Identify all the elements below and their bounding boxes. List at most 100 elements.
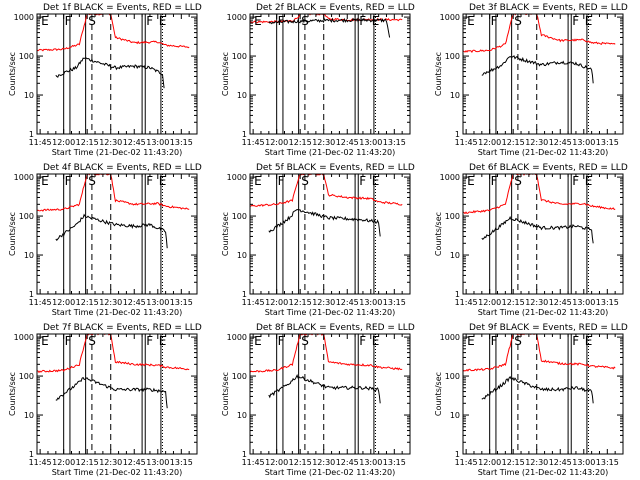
plot-frame	[249, 333, 411, 455]
marker-label-e: E	[372, 174, 380, 188]
panel-title-suffix: BLACK = Events, RED = LLD	[284, 163, 415, 173]
y-tick-label: 10	[450, 91, 460, 100]
y-tick-label: 10	[237, 91, 247, 100]
y-tick-label: 100	[445, 372, 460, 381]
panel-title: Det 5f BLACK = Events, RED = LLD	[256, 163, 415, 173]
x-tick-label: 12:15	[502, 458, 525, 467]
y-axis-label: Counts/sec	[8, 372, 17, 416]
guide-lines	[63, 334, 163, 454]
marker-label-f: F	[359, 14, 366, 28]
marker-label-e: E	[159, 334, 167, 348]
marker-label-f: F	[491, 14, 498, 28]
marker-label-f: F	[278, 174, 285, 188]
x-tick-label: 11:45	[242, 458, 265, 467]
panel-title-suffix: BLACK = Events, RED = LLD	[497, 3, 628, 13]
panel-title-det: Det 5f	[256, 163, 285, 173]
x-tick-label: 13:15	[170, 138, 193, 147]
panel-title-suffix: BLACK = Events, RED = LLD	[497, 323, 628, 333]
marker-label-f: F	[65, 334, 72, 348]
x-tick-label: 12:45	[549, 138, 572, 147]
y-axis-label: Counts/sec	[434, 372, 443, 416]
marker-label-f: F	[572, 334, 579, 348]
plot-frame	[249, 173, 411, 295]
y-tick-label: 1	[455, 130, 460, 139]
events-series-line	[268, 208, 381, 237]
x-tick-label: 12:15	[289, 458, 312, 467]
panel-title-det: Det 9f	[469, 323, 498, 333]
y-axis-label: Counts/sec	[434, 52, 443, 96]
x-tick-label: 11:45	[29, 458, 52, 467]
panel-title-suffix: BLACK = Events, RED = LLD	[284, 323, 415, 333]
x-tick-label: 13:15	[170, 458, 193, 467]
marker-label-f: F	[491, 334, 498, 348]
events-series-line	[55, 57, 165, 89]
marker-label-e: E	[585, 174, 593, 188]
y-tick-label: 1	[242, 450, 247, 459]
marker-label-e: E	[41, 14, 49, 28]
marker-label-f: F	[65, 174, 72, 188]
x-tick-label: 12:30	[312, 298, 335, 307]
y-tick-label: 100	[19, 212, 34, 221]
events-series-line	[268, 17, 391, 38]
plot-frame	[462, 13, 624, 135]
detector-panel-8: Det 8f BLACK = Events, RED = LLD 1 10 100 10…	[221, 323, 415, 477]
x-tick-label: 13:00	[572, 298, 595, 307]
lld-series-line	[463, 14, 616, 53]
marker-label-f: F	[146, 14, 153, 28]
y-tick-label: 100	[445, 52, 460, 61]
x-axis-label: Start Time (21-Dec-02 11:43:20)	[52, 468, 183, 477]
panel-title-det: Det 8f	[256, 323, 285, 333]
x-tick-label: 13:00	[572, 138, 595, 147]
marker-label-s: S	[301, 14, 309, 28]
x-tick-label: 13:00	[359, 298, 382, 307]
x-tick-label: 13:00	[146, 138, 169, 147]
x-tick-label: 12:30	[99, 138, 122, 147]
x-tick-label: 11:45	[29, 138, 52, 147]
y-axis-label: Counts/sec	[8, 212, 17, 256]
x-axis-label: Start Time (21-Dec-02 11:43:20)	[478, 468, 609, 477]
panel-title-suffix: BLACK = Events, RED = LLD	[71, 163, 202, 173]
y-tick-label: 100	[19, 372, 34, 381]
guide-lines	[489, 334, 589, 454]
x-tick-label: 12:45	[549, 298, 572, 307]
y-tick-label: 10	[450, 411, 460, 420]
guide-lines	[489, 14, 589, 134]
y-tick-label: 1000	[440, 333, 460, 342]
x-tick-label: 11:45	[455, 138, 478, 147]
detector-panel-5: Det 5f BLACK = Events, RED = LLD 1 10 100 10…	[221, 163, 415, 317]
marker-label-s: S	[514, 14, 522, 28]
marker-label-f: F	[146, 174, 153, 188]
detector-panel-1: Det 1f BLACK = Events, RED = LLD 1 10 100 10…	[8, 3, 202, 157]
x-tick-label: 12:00	[478, 138, 501, 147]
plot-frame	[462, 173, 624, 295]
y-tick-label: 1	[242, 290, 247, 299]
panel-title: Det 1f BLACK = Events, RED = LLD	[43, 3, 202, 13]
guide-lines	[276, 174, 376, 294]
y-tick-label: 10	[237, 251, 247, 260]
panel-title: Det 2f BLACK = Events, RED = LLD	[256, 3, 415, 13]
detector-panel-4: Det 4f BLACK = Events, RED = LLD 1 10 100 10…	[8, 163, 202, 317]
marker-label-s: S	[301, 334, 309, 348]
plot-frame	[249, 13, 411, 135]
x-tick-label: 13:00	[572, 458, 595, 467]
lld-series-line	[463, 174, 616, 215]
x-tick-label: 13:00	[359, 458, 382, 467]
x-tick-label: 12:15	[289, 138, 312, 147]
x-tick-label: 11:45	[29, 298, 52, 307]
x-tick-label: 12:45	[336, 298, 359, 307]
guide-lines	[63, 14, 163, 134]
events-series-line	[268, 374, 381, 404]
y-tick-label: 1000	[227, 173, 247, 182]
guide-lines	[63, 174, 163, 294]
plot-frame	[462, 333, 624, 455]
marker-label-f: F	[65, 14, 72, 28]
y-tick-label: 1	[455, 290, 460, 299]
marker-label-f: F	[359, 174, 366, 188]
x-tick-label: 12:45	[336, 458, 359, 467]
x-tick-label: 12:00	[52, 138, 75, 147]
x-tick-label: 12:15	[76, 458, 99, 467]
marker-label-e: E	[254, 14, 262, 28]
x-axis-label: Start Time (21-Dec-02 11:43:20)	[265, 148, 396, 157]
x-tick-label: 12:45	[123, 458, 146, 467]
